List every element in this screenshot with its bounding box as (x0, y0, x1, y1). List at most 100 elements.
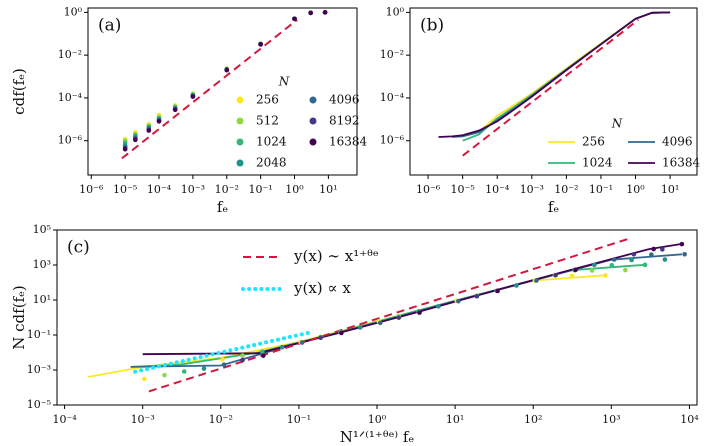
data-point (146, 128, 152, 133)
data-point (436, 304, 441, 309)
dashed-line (462, 19, 639, 157)
data-point (220, 356, 225, 362)
y-tick-label: 10⁻² (380, 48, 404, 61)
data-point (260, 353, 266, 358)
x-tick-label: 10¹ (446, 413, 464, 426)
dotted-line (133, 329, 315, 374)
data-point (322, 10, 328, 15)
line-line (438, 11, 671, 138)
panel: 10⁻⁶ 10⁻⁵ 10⁻⁴ 10⁻³ 10⁻² 10⁻¹ 10⁰ 10¹ 10⁻⁶ 10⁻⁴ 10… (380, 5, 701, 216)
x-tick-label: 10³ (602, 413, 620, 426)
y-tick-label: 10⁻⁵ (27, 398, 51, 411)
data-point (573, 267, 578, 273)
data-point (162, 372, 167, 378)
data-point (514, 283, 519, 288)
data-point (142, 376, 147, 382)
legend-label: 2048 (256, 156, 287, 170)
x-tick-label: 10⁻¹ (589, 183, 613, 196)
legend-label: 16384 (662, 156, 701, 170)
data-point (603, 273, 608, 278)
y-tick-label: 10¹ (33, 293, 51, 306)
legend-marker (309, 117, 317, 125)
data-point (642, 262, 648, 268)
data-point (611, 257, 617, 262)
legend-label: 16384 (329, 135, 368, 149)
data-point (609, 262, 615, 268)
x-tick-label: 10⁻⁶ (416, 183, 441, 196)
data-point (240, 353, 245, 358)
x-tick-label: 10⁻² (209, 413, 233, 426)
x-tick-label: 10² (524, 413, 542, 426)
data-point (259, 349, 265, 355)
x-tick-label: 10⁻⁴ (485, 183, 510, 196)
data-point (133, 137, 138, 143)
x-tick-label: 10⁻⁴ (147, 183, 172, 196)
data-point (357, 325, 363, 330)
legend-title: N (278, 75, 290, 89)
data-point (156, 119, 162, 124)
data-point (240, 357, 245, 363)
data-point (534, 278, 539, 283)
panel-label: (b) (420, 16, 444, 36)
x-tick-label: 10⁻³ (131, 413, 155, 426)
data-point (172, 107, 178, 113)
legend-marker (236, 96, 244, 104)
legend-label: 1024 (256, 135, 287, 149)
y-tick-label: 10⁻² (58, 48, 82, 61)
y-tick-label: 10⁵ (33, 223, 51, 236)
y-tick-label: 10⁻³ (27, 363, 51, 376)
legend-marker (309, 138, 317, 146)
y-tick-label: 10⁰ (64, 5, 83, 18)
data-point (181, 369, 187, 374)
data-point (631, 251, 637, 257)
legend-title: N (611, 117, 623, 131)
data-point (474, 293, 480, 299)
x-tick-label: 10⁻⁵ (113, 183, 137, 196)
panel: 10⁻⁶ 10⁻⁵ 10⁻⁴ 10⁻³ 10⁻² 10⁻¹ 10⁰ 10¹ 10⁻⁶ 10⁻⁴ 10… (10, 5, 368, 216)
x-axis-label: fₑ (548, 198, 560, 216)
panel: 10⁻⁴ 10⁻³ 10⁻² 10⁻¹ 10⁰ 10¹ 10² 10³ 10⁴ 10⁻⁵ 10⁻³ 1… (10, 223, 699, 446)
data-point (396, 315, 402, 320)
data-point (279, 344, 285, 350)
data-point (308, 10, 313, 16)
plot-area (121, 10, 328, 160)
y-tick-label: 10⁻⁶ (380, 134, 405, 147)
data-point (258, 42, 263, 47)
x-tick-label: 10⁻⁵ (451, 183, 475, 196)
data-point (122, 146, 128, 152)
axes-frame (409, 7, 698, 176)
data-point (682, 251, 687, 257)
data-point (224, 67, 230, 73)
y-tick-label: 10⁻⁴ (380, 91, 405, 104)
legend-label: 4096 (329, 93, 360, 107)
data-point (339, 330, 344, 336)
x-tick-label: 10⁻³ (520, 183, 544, 196)
legend-label: 512 (256, 114, 279, 128)
x-axis-label: fₑ (217, 198, 229, 216)
legend-marker (309, 96, 317, 104)
x-tick-label: 10⁻¹ (287, 413, 311, 426)
data-point (592, 262, 597, 268)
x-tick-label: 10⁴ (680, 413, 699, 426)
data-point (623, 267, 628, 273)
legend-marker (236, 117, 244, 125)
data-point (679, 241, 685, 247)
x-tick-label: 10⁰ (368, 413, 387, 426)
x-tick-label: 10⁻¹ (249, 183, 273, 196)
y-tick-label: 10³ (33, 258, 51, 271)
x-tick-label: 10⁰ (626, 183, 645, 196)
data-point (660, 247, 665, 252)
x-tick-label: 10⁻³ (181, 183, 205, 196)
x-tick-label: 10¹ (661, 183, 679, 196)
data-point (651, 246, 656, 252)
data-point (299, 340, 305, 345)
plot-area (87, 238, 687, 393)
dashed-line (148, 238, 628, 393)
data-point (318, 335, 323, 341)
data-point (629, 257, 634, 263)
legend-label: y(x) ∼ x¹⁺ᶿᵉ (293, 247, 379, 265)
x-axis-label: N¹ᐟ⁽¹⁺ᶿᵉ⁾ fₑ (340, 428, 415, 446)
axes-frame (87, 7, 358, 176)
data-point (292, 16, 297, 22)
y-axis-label: cdf(fₑ) (10, 68, 28, 115)
